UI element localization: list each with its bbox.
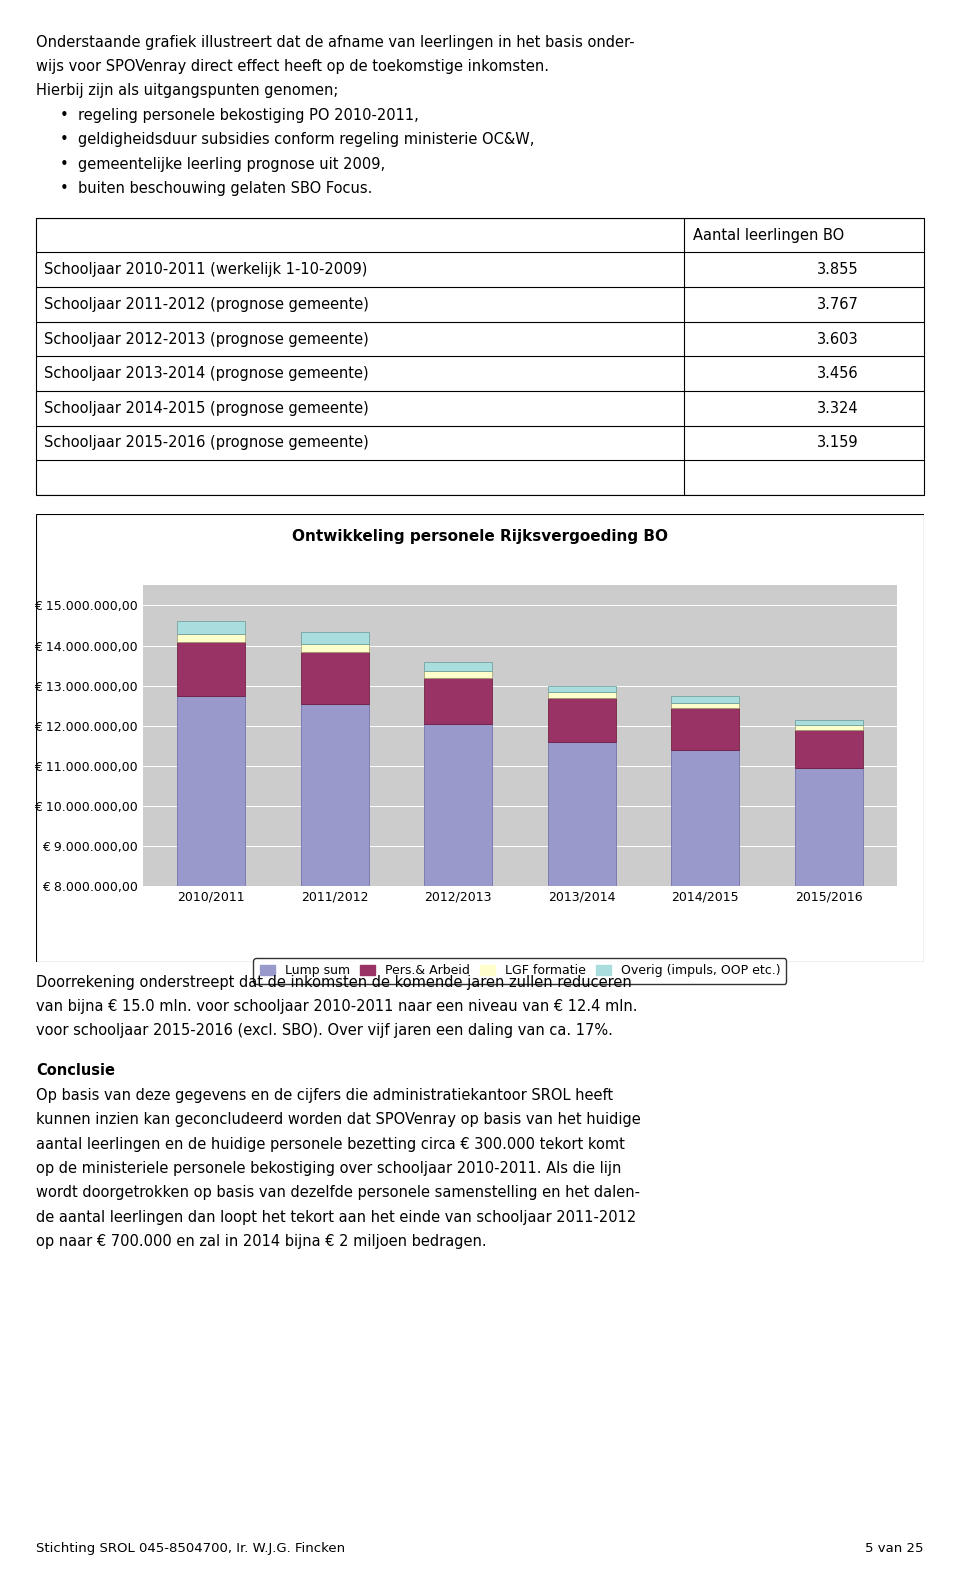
Text: •  gemeentelijke leerling prognose uit 2009,: • gemeentelijke leerling prognose uit 20…: [60, 156, 386, 171]
Bar: [424, 672, 492, 678]
Bar: [300, 651, 369, 703]
Text: Schooljaar 2010-2011 (werkelijk 1-10-2009): Schooljaar 2010-2011 (werkelijk 1-10-200…: [43, 263, 367, 277]
Bar: [424, 662, 492, 672]
Text: Doorrekening onderstreept dat de inkomsten de komende jaren zullen reduceren: Doorrekening onderstreept dat de inkomst…: [36, 975, 633, 989]
Bar: [300, 645, 369, 651]
Text: •  regeling personele bekostiging PO 2010-2011,: • regeling personele bekostiging PO 2010…: [60, 107, 420, 123]
Text: op naar € 700.000 en zal in 2014 bijna € 2 miljoen bedragen.: op naar € 700.000 en zal in 2014 bijna €…: [36, 1235, 487, 1249]
Bar: [671, 708, 739, 750]
Text: de aantal leerlingen dan loopt het tekort aan het einde van schooljaar 2011-2012: de aantal leerlingen dan loopt het tekor…: [36, 1210, 636, 1225]
Bar: [671, 703, 739, 708]
Text: wijs voor SPOVenray direct effect heeft op de toekomstige inkomsten.: wijs voor SPOVenray direct effect heeft …: [36, 58, 549, 74]
Bar: [178, 695, 245, 1206]
Text: Ontwikkeling personele Rijksvergoeding BO: Ontwikkeling personele Rijksvergoeding B…: [292, 530, 668, 544]
Bar: [671, 750, 739, 1206]
Legend: Lump sum, Pers.& Arbeid, LGF formatie, Overig (impuls, OOP etc.): Lump sum, Pers.& Arbeid, LGF formatie, O…: [253, 958, 786, 983]
Text: Op basis van deze gegevens en de cijfers die administratiekantoor SROL heeft: Op basis van deze gegevens en de cijfers…: [36, 1089, 613, 1103]
Text: wordt doorgetrokken op basis van dezelfde personele samenstelling en het dalen-: wordt doorgetrokken op basis van dezelfd…: [36, 1186, 640, 1200]
Text: Onderstaande grafiek illustreert dat de afname van leerlingen in het basis onder: Onderstaande grafiek illustreert dat de …: [36, 35, 636, 50]
Text: •  buiten beschouwing gelaten SBO Focus.: • buiten beschouwing gelaten SBO Focus.: [60, 181, 372, 197]
Text: kunnen inzien kan geconcludeerd worden dat SPOVenray op basis van het huidige: kunnen inzien kan geconcludeerd worden d…: [36, 1112, 641, 1128]
Text: aantal leerlingen en de huidige personele bezetting circa € 300.000 tekort komt: aantal leerlingen en de huidige personel…: [36, 1137, 625, 1151]
Text: 5 van 25: 5 van 25: [865, 1542, 924, 1554]
Text: Schooljaar 2014-2015 (prognose gemeente): Schooljaar 2014-2015 (prognose gemeente): [43, 401, 369, 415]
Text: Schooljaar 2015-2016 (prognose gemeente): Schooljaar 2015-2016 (prognose gemeente): [43, 436, 369, 450]
Text: 3.324: 3.324: [817, 401, 858, 415]
Bar: [795, 719, 863, 725]
Text: Schooljaar 2011-2012 (prognose gemeente): Schooljaar 2011-2012 (prognose gemeente): [43, 297, 369, 311]
Bar: [424, 724, 492, 1206]
Bar: [548, 741, 615, 1206]
Text: Schooljaar 2012-2013 (prognose gemeente): Schooljaar 2012-2013 (prognose gemeente): [43, 332, 369, 346]
Text: •  geldigheidsduur subsidies conform regeling ministerie OC&W,: • geldigheidsduur subsidies conform rege…: [60, 132, 535, 148]
Bar: [795, 730, 863, 768]
Text: Hierbij zijn als uitgangspunten genomen;: Hierbij zijn als uitgangspunten genomen;: [36, 83, 339, 99]
Text: 3.767: 3.767: [817, 297, 859, 311]
Bar: [548, 686, 615, 692]
Text: 3.456: 3.456: [817, 367, 858, 381]
Bar: [300, 632, 369, 645]
Text: Conclusie: Conclusie: [36, 1063, 115, 1079]
Bar: [178, 621, 245, 634]
Bar: [300, 703, 369, 1206]
Bar: [548, 697, 615, 741]
Bar: [671, 697, 739, 703]
Text: voor schooljaar 2015-2016 (excl. SBO). Over vijf jaren een daling van ca. 17%.: voor schooljaar 2015-2016 (excl. SBO). O…: [36, 1024, 613, 1038]
Bar: [178, 642, 245, 695]
Text: 3.159: 3.159: [817, 436, 858, 450]
Bar: [795, 725, 863, 730]
Text: Aantal leerlingen BO: Aantal leerlingen BO: [693, 228, 844, 242]
Bar: [178, 634, 245, 642]
Bar: [795, 768, 863, 1206]
Text: van bijna € 15.0 mln. voor schooljaar 2010-2011 naar een niveau van € 12.4 mln.: van bijna € 15.0 mln. voor schooljaar 20…: [36, 999, 638, 1015]
Bar: [548, 692, 615, 697]
Text: 3.855: 3.855: [817, 263, 858, 277]
Text: Stichting SROL 045-8504700, Ir. W.J.G. Fincken: Stichting SROL 045-8504700, Ir. W.J.G. F…: [36, 1542, 346, 1554]
Text: 3.603: 3.603: [817, 332, 858, 346]
Text: Schooljaar 2013-2014 (prognose gemeente): Schooljaar 2013-2014 (prognose gemeente): [43, 367, 369, 381]
Text: op de ministeriele personele bekostiging over schooljaar 2010-2011. Als die lijn: op de ministeriele personele bekostiging…: [36, 1161, 622, 1177]
Bar: [424, 678, 492, 724]
